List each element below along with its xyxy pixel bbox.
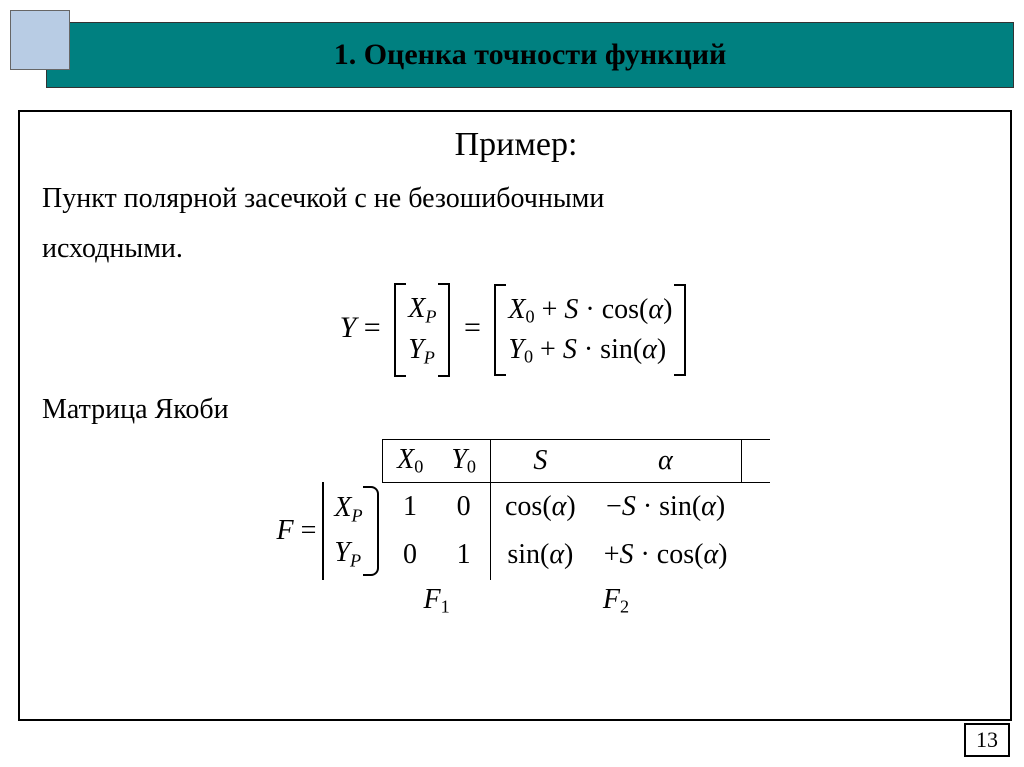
header-title: 1. Оценка точности функций (334, 38, 727, 72)
jacobi-r1c1: 1 (383, 482, 438, 531)
intro-line-1: Пункт полярной засечкой с не безошибочны… (42, 183, 604, 214)
jacobi-block-f1: F1 (383, 580, 491, 622)
eq1-lhs: Y (340, 311, 357, 344)
jacobi-row-1: F = XP YP 1 0 cos(α) −S · sin(α) (262, 482, 769, 531)
intro-line-2: исходными. (42, 233, 183, 264)
jacobi-r2c3: sin(α) (491, 531, 590, 580)
content-frame: Пример: Пункт полярной засечкой с не без… (18, 110, 1012, 721)
jacobi-r1c4: −S · sin(α) (590, 482, 742, 531)
jacobi-col-y0: Y0 (437, 440, 490, 483)
jacobi-matrix: X0 Y0 S α F = XP YP 1 0 cos(α) −S · sin(… (262, 439, 769, 621)
jacobi-r1c3: cos(α) (491, 482, 590, 531)
header-bar: 1. Оценка точности функций (46, 22, 1014, 88)
jacobi-r2c4: +S · cos(α) (590, 531, 742, 580)
corner-accent-box (10, 10, 70, 70)
jacobi-col-x0: X0 (383, 440, 438, 483)
example-label: Пример: (42, 126, 990, 164)
page-number: 13 (964, 723, 1010, 757)
equation-y-definition: Y = XP YP = X0 + S · cos(α) Y0 + S · sin… (42, 283, 990, 377)
jacobi-col-alpha: α (590, 440, 742, 483)
eq1-vector-xp-yp: XP YP (394, 283, 450, 377)
jacobi-header-row: X0 Y0 S α (262, 440, 769, 483)
jacobi-F-symbol: F (276, 515, 293, 546)
intro-text: Пункт полярной засечкой с не безошибочны… (42, 174, 990, 275)
eq1-vector-rhs: X0 + S · cos(α) Y0 + S · sin(α) (494, 284, 686, 376)
jacobi-col-s: S (491, 440, 590, 483)
jacobi-label: Матрица Якоби (42, 385, 990, 435)
jacobi-r2c2: 1 (437, 531, 490, 580)
jacobi-r1c2: 0 (437, 482, 490, 531)
jacobi-block-f2: F2 (491, 580, 742, 622)
jacobi-block-labels-row: F1 F2 (262, 580, 769, 622)
jacobi-r2c1: 0 (383, 531, 438, 580)
jacobi-row-labels: XP YP (323, 482, 382, 580)
